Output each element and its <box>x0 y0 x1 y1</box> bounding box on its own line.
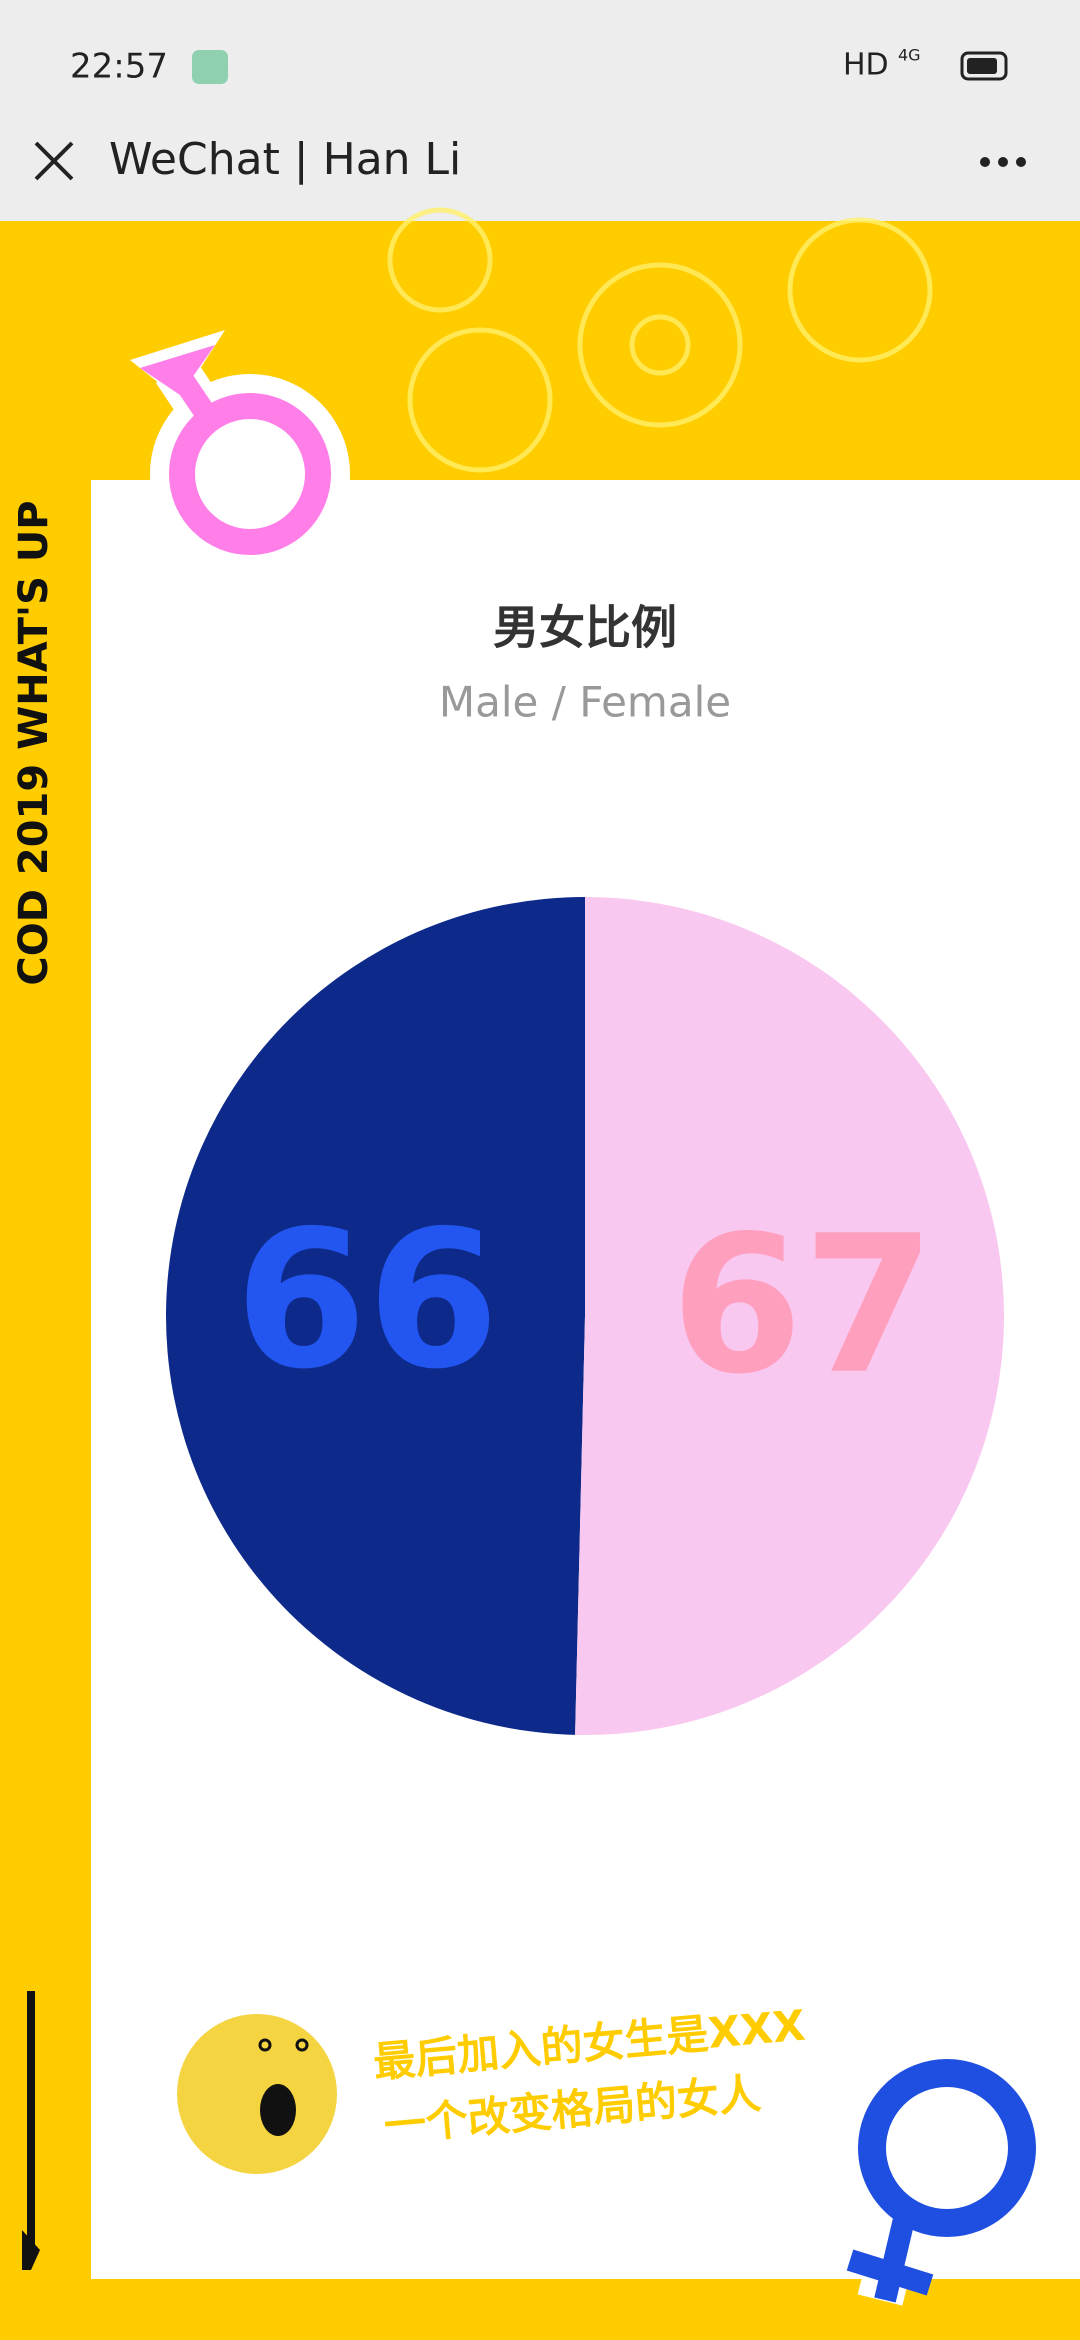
pie: 66 67 <box>165 897 1004 1735</box>
value-label: 67 <box>671 1195 935 1416</box>
notification-icon <box>192 50 228 84</box>
status-network: HD <box>843 48 889 83</box>
battery-level <box>967 58 997 74</box>
status-signal: 4G <box>898 46 921 65</box>
chart-title: 男女比例 <box>493 601 677 655</box>
battery <box>960 51 1008 81</box>
top-bar <box>0 0 1080 221</box>
pie-slice <box>575 897 1004 1735</box>
chart-subtitle: Male / Female <box>439 678 731 727</box>
value-label: 66 <box>235 1190 499 1411</box>
side-label: COD 2019 WHAT'S UP <box>11 500 57 985</box>
more-button[interactable] <box>980 157 1026 167</box>
pie-slice <box>165 897 586 1735</box>
emoji <box>177 2014 337 2174</box>
male-symbol <box>130 330 350 574</box>
female-symbol <box>839 2040 1055 2306</box>
status-time: 22:57 <box>70 47 168 87</box>
nav-title: WeChat | Han Li <box>109 134 461 185</box>
side-arrow-head <box>22 2230 40 2270</box>
bg-decoration <box>387 207 933 473</box>
close-button[interactable] <box>34 141 74 181</box>
